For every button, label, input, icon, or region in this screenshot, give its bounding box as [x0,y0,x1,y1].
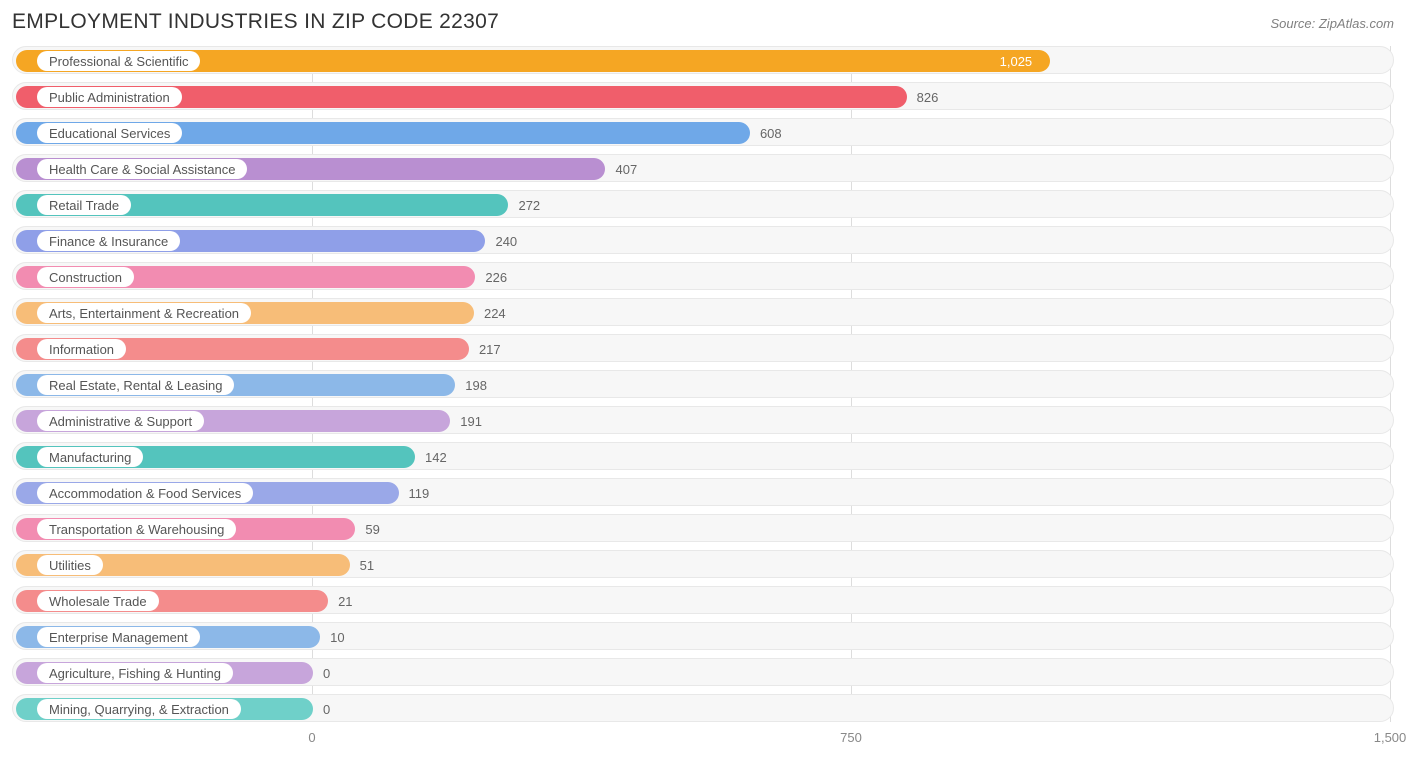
bar-value: 826 [917,83,939,111]
bar-row: Retail Trade 272 [12,190,1394,218]
bar-row: Enterprise Management 10 [12,622,1394,650]
bar-row: Transportation & Warehousing 59 [12,514,1394,542]
bar-value: 407 [615,155,637,183]
bar-row: Information 217 [12,334,1394,362]
bar-label: Mining, Quarrying, & Extraction [37,699,241,719]
bar-value: 21 [338,587,352,615]
bar-row: Utilities 51 [12,550,1394,578]
chart-title: EMPLOYMENT INDUSTRIES IN ZIP CODE 22307 [12,10,499,34]
bar-value: 608 [760,119,782,147]
bar-row: Administrative & Support 191 [12,406,1394,434]
bar-label: Agriculture, Fishing & Hunting [37,663,233,683]
bar-row: Real Estate, Rental & Leasing 198 [12,370,1394,398]
bar-row: Finance & Insurance 240 [12,226,1394,254]
bar-label: Accommodation & Food Services [37,483,253,503]
axis-tick: 750 [840,730,862,745]
axis-tick: 0 [308,730,315,745]
axis-tick: 1,500 [1374,730,1406,745]
bar-value: 1,025 [1000,47,1033,75]
bar-value: 272 [518,191,540,219]
bar-value: 0 [323,695,330,723]
bar-value: 51 [360,551,374,579]
bar-row: Agriculture, Fishing & Hunting 0 [12,658,1394,686]
x-axis: 07501,500 [12,730,1394,750]
bar-value: 0 [323,659,330,687]
bar-label: Utilities [37,555,103,575]
bar-value: 224 [484,299,506,327]
bar-label: Educational Services [37,123,182,143]
bar-label: Retail Trade [37,195,131,215]
bar-label: Administrative & Support [37,411,204,431]
bar-label: Health Care & Social Assistance [37,159,247,179]
bar-label: Public Administration [37,87,182,107]
bar-label: Transportation & Warehousing [37,519,236,539]
bar-container: Professional & Scientific 1,025 Public Adm… [12,46,1394,722]
bar-row: Public Administration 826 [12,82,1394,110]
chart-area: Professional & Scientific 1,025 Public Adm… [12,46,1394,750]
bar-label: Enterprise Management [37,627,200,647]
bar-row: Manufacturing 142 [12,442,1394,470]
bar-row: Arts, Entertainment & Recreation 224 [12,298,1394,326]
bar-row: Construction 226 [12,262,1394,290]
bar-row: Health Care & Social Assistance 407 [12,154,1394,182]
bar-value: 198 [465,371,487,399]
bar-label: Arts, Entertainment & Recreation [37,303,251,323]
bar-label: Wholesale Trade [37,591,159,611]
bar-label: Professional & Scientific [37,51,200,71]
bar-label: Real Estate, Rental & Leasing [37,375,234,395]
bar-value: 10 [330,623,344,651]
bar-row: Accommodation & Food Services 119 [12,478,1394,506]
bar-value: 191 [460,407,482,435]
bar-label: Manufacturing [37,447,143,467]
chart-source: Source: ZipAtlas.com [1270,16,1394,31]
bar-label: Construction [37,267,134,287]
bar-value: 217 [479,335,501,363]
bar-label: Information [37,339,126,359]
bar-row: Professional & Scientific 1,025 [12,46,1394,74]
bar-row: Educational Services 608 [12,118,1394,146]
chart-header: EMPLOYMENT INDUSTRIES IN ZIP CODE 22307 … [12,10,1394,34]
bar-row: Mining, Quarrying, & Extraction 0 [12,694,1394,722]
bar-label: Finance & Insurance [37,231,180,251]
bar-value: 240 [495,227,517,255]
bar-row: Wholesale Trade 21 [12,586,1394,614]
bar-value: 119 [409,479,430,507]
bar-value: 142 [425,443,447,471]
bar-value: 226 [485,263,507,291]
bar-value: 59 [365,515,379,543]
